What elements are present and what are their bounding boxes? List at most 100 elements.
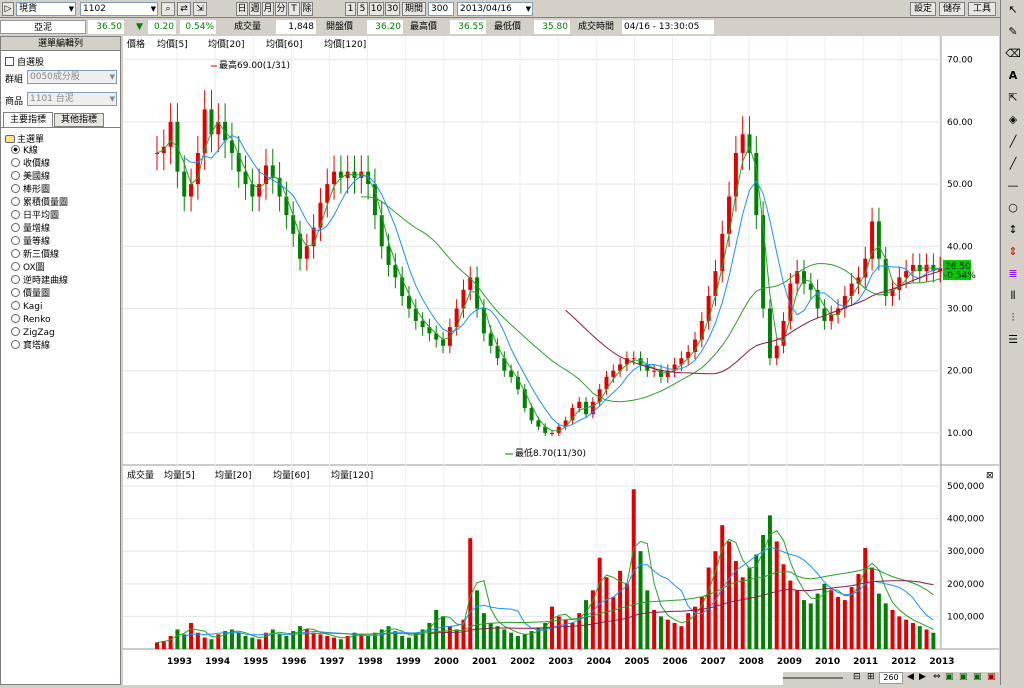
volume-bar [693, 606, 698, 649]
play-icon[interactable]: ▷ [2, 2, 14, 16]
search-icon[interactable]: ⌕ [161, 2, 175, 16]
count-button[interactable]: 30 [385, 2, 400, 16]
indicator-item[interactable]: 價量圖 [11, 288, 50, 301]
zoom-out-icon[interactable]: ⊟ [853, 672, 861, 682]
year-label: 2009 [777, 657, 802, 667]
settings-button[interactable]: 設定 [910, 2, 936, 16]
pencil-icon[interactable]: ✎ [1008, 25, 1018, 38]
tag-icon[interactable]: ◈ [1008, 113, 1018, 126]
scroll-left-icon[interactable]: ◀ [907, 672, 914, 682]
indicator-item[interactable]: 量等線 [11, 236, 50, 249]
candle-body [461, 289, 466, 309]
self-select-checkbox[interactable]: 自選股 [5, 55, 44, 68]
count-button[interactable]: 5 [357, 2, 368, 16]
product-select[interactable]: 1101 台泥 ▼ [27, 92, 117, 106]
radio-icon [11, 288, 20, 297]
year-label: 1996 [281, 657, 306, 667]
indicator-item[interactable]: ZigZag [11, 327, 55, 340]
root-menu[interactable]: 主選單 [5, 132, 44, 145]
zoom-in-icon[interactable]: ⊞ [867, 672, 875, 682]
volume-bar [904, 619, 909, 649]
trend-icon[interactable]: ⇕ [1008, 245, 1018, 258]
volume-bar [842, 600, 847, 649]
time-value: 04/16 - 13:30:05 [622, 20, 714, 34]
indicator-item[interactable]: 逆時建曲線 [11, 275, 68, 288]
hline-icon[interactable]: — [1007, 179, 1019, 192]
candle-body [338, 171, 343, 178]
link-icon[interactable]: ⇄ [177, 2, 191, 16]
scroll-right-icon[interactable]: ▶ [919, 672, 926, 682]
candle-body [454, 308, 459, 328]
arrow-icon[interactable]: ↕ [1008, 223, 1018, 236]
volume-bar [454, 629, 459, 649]
indicator-item[interactable]: K線 [11, 145, 38, 158]
candle-body [359, 171, 364, 178]
cursor-icon[interactable]: ⇱ [1008, 91, 1018, 104]
indicator-item[interactable]: Renko [11, 314, 51, 327]
volume-bar [624, 583, 629, 649]
period-button[interactable]: 除 [301, 2, 313, 16]
fib-icon[interactable]: ≣ [1008, 267, 1018, 280]
indicator-item[interactable]: 累積價量圖 [11, 197, 68, 210]
year-label: 2002 [510, 657, 535, 667]
volume-bar [836, 596, 841, 649]
mode-select[interactable]: 現貨 ▼ [16, 2, 76, 16]
circle-icon[interactable]: ○ [1008, 201, 1018, 214]
group-select[interactable]: 0050成分股 ▼ [27, 70, 117, 84]
candle-body [468, 277, 473, 290]
text-icon[interactable]: A [1008, 69, 1018, 82]
export-icon[interactable]: ⇲ [193, 2, 207, 16]
period-button[interactable]: 週 [249, 2, 261, 16]
pointer-icon[interactable]: ↖ [1008, 3, 1018, 16]
volume-bar [182, 634, 187, 649]
grid-icon[interactable]: ☰ [1008, 333, 1018, 346]
volume-bar [665, 619, 670, 649]
print-icon[interactable]: ▣ [945, 672, 954, 682]
indicator-item[interactable]: OX圖 [11, 262, 45, 275]
price-tick-label: 20.00 [947, 367, 973, 377]
code-input[interactable]: 1102 ▼ [80, 2, 158, 16]
bars-icon[interactable]: ⦀ [1010, 289, 1016, 302]
volume-bar [856, 574, 861, 649]
date-input[interactable]: 2013/04/16 ▼ [457, 2, 533, 16]
period-button[interactable]: 日 [236, 2, 248, 16]
volume-bar [420, 629, 425, 649]
last-change-label: -0.54% [944, 271, 976, 281]
indicator-item[interactable]: 新三價線 [11, 249, 59, 262]
indicator-item[interactable]: 棒形圖 [11, 184, 50, 197]
period-label[interactable]: 期間 [402, 2, 426, 16]
count-button[interactable]: 10 [369, 2, 384, 16]
indicator-item[interactable]: 收價線 [11, 158, 50, 171]
period-input[interactable]: 300 [428, 2, 454, 16]
period-button[interactable]: 月 [262, 2, 274, 16]
zoom-slider[interactable] [783, 677, 843, 679]
fit-icon[interactable]: ⇔ [933, 672, 941, 682]
radio-icon [11, 145, 20, 154]
tab-other-indicators[interactable]: 其他指標 [54, 113, 104, 127]
indicator-item[interactable]: Kagi [11, 301, 42, 314]
indicator-item[interactable]: 寶塔線 [11, 340, 50, 353]
period-button[interactable]: 分 [275, 2, 287, 16]
ray-icon[interactable]: ╱ [1009, 157, 1017, 170]
indicator-item[interactable]: 美國線 [11, 171, 50, 184]
close-chart-icon[interactable]: ▣ [987, 672, 996, 682]
save-button[interactable]: 儲存 [939, 2, 965, 16]
self-select-label: 自選股 [17, 58, 45, 68]
export-image-icon[interactable]: ▣ [973, 672, 982, 682]
period-button[interactable]: T [288, 2, 300, 16]
channel-icon[interactable]: ⫶ [1011, 311, 1015, 324]
candle-body [536, 420, 541, 427]
tab-main-indicators[interactable]: 主要指標 [3, 112, 53, 127]
line-icon[interactable]: ╱ [1009, 135, 1017, 148]
tools-button[interactable]: 工具 [968, 2, 996, 16]
count-button[interactable]: 1 [345, 2, 356, 16]
zoom-value[interactable]: 260 [879, 672, 903, 684]
indicator-label: Kagi [23, 302, 43, 312]
copy-icon[interactable]: ▣ [959, 672, 968, 682]
indicator-item[interactable]: 日平均圖 [11, 210, 59, 223]
volume-bar [727, 541, 732, 649]
eraser-icon[interactable]: ⌫ [1005, 47, 1021, 60]
quote-bar: 亞泥 36.50 ▼ 0.20 0.54% 成交量 1,848 開盤價 36.2… [0, 19, 1024, 35]
volume-bar [277, 634, 282, 649]
indicator-item[interactable]: 量增線 [11, 223, 50, 236]
